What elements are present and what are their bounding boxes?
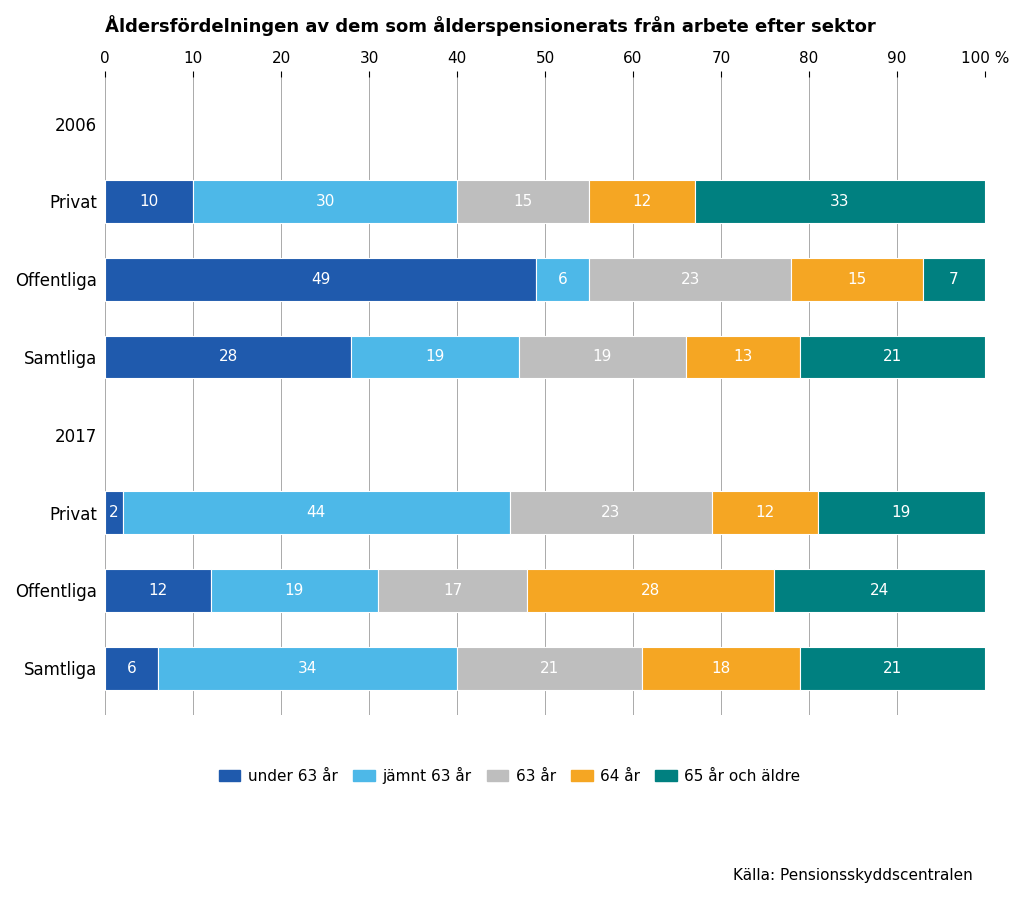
Text: 23: 23 xyxy=(601,505,621,520)
Text: 15: 15 xyxy=(513,194,532,209)
Text: Källa: Pensionsskyddscentralen: Källa: Pensionsskyddscentralen xyxy=(733,868,973,883)
Text: 10: 10 xyxy=(139,194,159,209)
Text: 21: 21 xyxy=(883,349,902,365)
Bar xyxy=(510,491,712,534)
Text: 2: 2 xyxy=(110,505,119,520)
Legend: under 63 år, jämnt 63 år, 63 år, 64 år, 65 år och äldre: under 63 år, jämnt 63 år, 63 år, 64 år, … xyxy=(213,761,807,790)
Bar xyxy=(800,647,985,690)
Bar xyxy=(158,647,457,690)
Bar xyxy=(194,180,457,223)
Bar xyxy=(589,180,694,223)
Bar xyxy=(105,647,158,690)
Bar xyxy=(589,258,792,301)
Bar xyxy=(123,491,510,534)
Text: 12: 12 xyxy=(756,505,774,520)
Text: 28: 28 xyxy=(641,583,660,598)
Text: 19: 19 xyxy=(892,505,911,520)
Bar xyxy=(818,491,985,534)
Bar xyxy=(105,336,351,378)
Bar xyxy=(792,258,924,301)
Bar xyxy=(686,336,800,378)
Text: 24: 24 xyxy=(869,583,889,598)
Bar xyxy=(457,647,642,690)
Bar xyxy=(105,569,211,612)
Bar xyxy=(211,569,378,612)
Text: 15: 15 xyxy=(848,271,867,286)
Text: 23: 23 xyxy=(681,271,699,286)
Text: 30: 30 xyxy=(315,194,335,209)
Text: 19: 19 xyxy=(425,349,444,365)
Bar xyxy=(105,491,123,534)
Bar xyxy=(774,569,985,612)
Bar xyxy=(351,336,518,378)
Bar xyxy=(105,180,194,223)
Text: 19: 19 xyxy=(285,583,304,598)
Text: 49: 49 xyxy=(311,271,331,286)
Bar xyxy=(527,569,774,612)
Text: 33: 33 xyxy=(829,194,850,209)
Text: 6: 6 xyxy=(127,661,136,675)
Bar xyxy=(712,491,818,534)
Text: 21: 21 xyxy=(540,661,559,675)
Bar xyxy=(800,336,985,378)
Bar xyxy=(924,258,985,301)
Bar xyxy=(694,180,985,223)
Bar xyxy=(537,258,589,301)
Text: 12: 12 xyxy=(632,194,651,209)
Text: Åldersfördelningen av dem som ålderspensionerats från arbete efter sektor: Åldersfördelningen av dem som ålderspens… xyxy=(105,15,876,36)
Text: 7: 7 xyxy=(949,271,958,286)
Bar xyxy=(642,647,800,690)
Text: 21: 21 xyxy=(883,661,902,675)
Bar xyxy=(457,180,589,223)
Text: 6: 6 xyxy=(558,271,567,286)
Text: 17: 17 xyxy=(443,583,462,598)
Text: 28: 28 xyxy=(219,349,238,365)
Bar xyxy=(518,336,686,378)
Text: 44: 44 xyxy=(307,505,326,520)
Bar xyxy=(105,258,537,301)
Text: 18: 18 xyxy=(712,661,730,675)
Text: 12: 12 xyxy=(148,583,168,598)
Text: 34: 34 xyxy=(298,661,317,675)
Text: 19: 19 xyxy=(593,349,612,365)
Text: 13: 13 xyxy=(733,349,753,365)
Bar xyxy=(378,569,527,612)
